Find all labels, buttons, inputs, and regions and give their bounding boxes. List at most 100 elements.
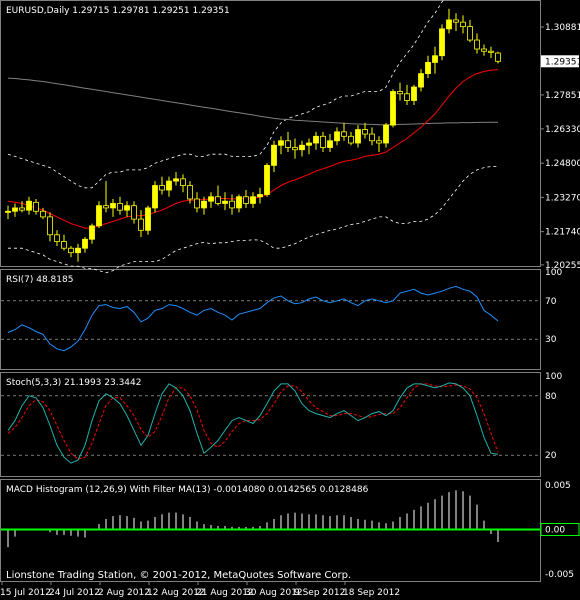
candle-body [439, 28, 445, 57]
candle-body [19, 207, 25, 211]
lower-band-line [8, 165, 499, 274]
candle-body [166, 180, 172, 191]
candle-body [12, 207, 18, 212]
slow-ma-line [7, 77, 498, 126]
current-price-box [541, 55, 579, 68]
price-tick-label: 1.20255 [545, 261, 580, 271]
candle-body [397, 91, 403, 95]
candle-body [425, 62, 431, 75]
candle-body [180, 178, 186, 186]
candle-body [355, 129, 361, 144]
candle-body [369, 133, 375, 142]
price-tick-label: 1.26330 [545, 125, 580, 135]
candle-body [89, 225, 95, 240]
copyright-text: Lionstone Trading Station, © 2001-2012, … [6, 570, 351, 581]
stoch-tick-label: 100 [545, 372, 562, 382]
date-tick-label: 12 Aug 2012 [147, 588, 205, 598]
price-tick-label: 1.27851 [545, 91, 580, 101]
candle-body [243, 196, 249, 204]
candle-body [138, 218, 144, 231]
candle-body [348, 135, 354, 144]
candle-body [299, 144, 305, 151]
price-panel-frame [0, 0, 541, 267]
candle-body [271, 144, 277, 166]
candle-body [320, 135, 326, 148]
price-tick-label: 1.24800 [545, 159, 580, 169]
stoch-tick-label: 20 [545, 451, 557, 461]
rsi-panel-frame [0, 269, 541, 370]
candle-body [460, 21, 466, 28]
date-tick-label: 30 Aug 2012 [245, 588, 303, 598]
current-price-label: 1.29351 [545, 57, 580, 67]
price-tick-label: 1.30881 [545, 23, 580, 33]
candle-body [124, 205, 130, 211]
candle-body [131, 205, 137, 220]
candle-body [383, 124, 389, 144]
candle-body [432, 55, 438, 63]
date-tick-label: 21 Aug 2012 [196, 588, 254, 598]
macd-tick-label: -0.005 [545, 570, 574, 580]
candle-body [446, 19, 452, 30]
candle-body [159, 185, 165, 191]
candle-body [117, 203, 123, 211]
candle-body [145, 207, 151, 231]
candle-body [215, 196, 221, 204]
candle-body [418, 73, 424, 88]
candle-body [110, 203, 116, 209]
candle-body [474, 39, 480, 50]
macd-plot: 0.005 0.00 -0.005 [1, 481, 580, 580]
candle-body [61, 241, 67, 249]
candle-body [54, 234, 60, 242]
date-tick-label: 15 Jul 2012 [0, 588, 51, 598]
candle-body [187, 185, 193, 200]
candle-body [467, 26, 473, 41]
price-tick-label: 1.23270 [545, 193, 580, 203]
candle-body [264, 164, 270, 195]
stoch-panel-title: Stoch(5,3,3) 21.1993 23.3442 [6, 378, 141, 388]
rsi-tick-label: 30 [545, 335, 557, 345]
date-tick-label: 2 Aug 2012 [98, 588, 150, 598]
candle-body [404, 93, 410, 101]
candle-body [390, 91, 396, 126]
candle-body [292, 147, 298, 151]
candle-body [411, 86, 417, 101]
date-tick-label: 9 Sep 2012 [294, 588, 345, 598]
price-panel-title: EURUSD,Daily 1.29715 1.29781 1.29251 1.2… [6, 6, 230, 16]
candle-body [236, 196, 242, 209]
candle-body [68, 247, 74, 254]
rsi-tick-label: 70 [545, 297, 557, 307]
stoch-tick-label: 80 [545, 392, 557, 402]
candle-body [222, 200, 228, 204]
date-tick-label: 24 Jul 2012 [49, 588, 100, 598]
candle-body [5, 210, 11, 213]
candle-body [341, 131, 347, 137]
candle-body [40, 210, 46, 218]
candle-body [327, 140, 333, 148]
macd-tick-label: 0.005 [545, 481, 571, 491]
candle-body [75, 247, 81, 254]
candle-body [278, 140, 284, 146]
candle-body [82, 238, 88, 249]
candle-body [362, 129, 368, 135]
candle-body [495, 52, 501, 62]
macd-panel-title: MACD Histogram (12,26,9) With Filter MA(… [6, 485, 369, 495]
price-tick-label: 1.21740 [545, 228, 580, 238]
candle-body [103, 205, 109, 209]
stoch-plot: 100 80 20 [1, 372, 562, 464]
candle-body [453, 19, 459, 23]
candle-body [229, 200, 235, 209]
candle-body [96, 205, 102, 227]
rsi-tick-label: 100 [545, 268, 562, 278]
date-tick-label: 18 Sep 2012 [343, 588, 400, 598]
stoch-panel-frame [0, 372, 541, 477]
stoch-signal-line [7, 383, 499, 460]
macd-tick-label: 0.00 [545, 526, 565, 536]
candle-body [376, 140, 382, 144]
candle-body [194, 198, 200, 209]
candle-body [33, 201, 39, 212]
candle-body [152, 185, 158, 209]
candle-body [173, 178, 179, 182]
candle-body [285, 140, 291, 148]
